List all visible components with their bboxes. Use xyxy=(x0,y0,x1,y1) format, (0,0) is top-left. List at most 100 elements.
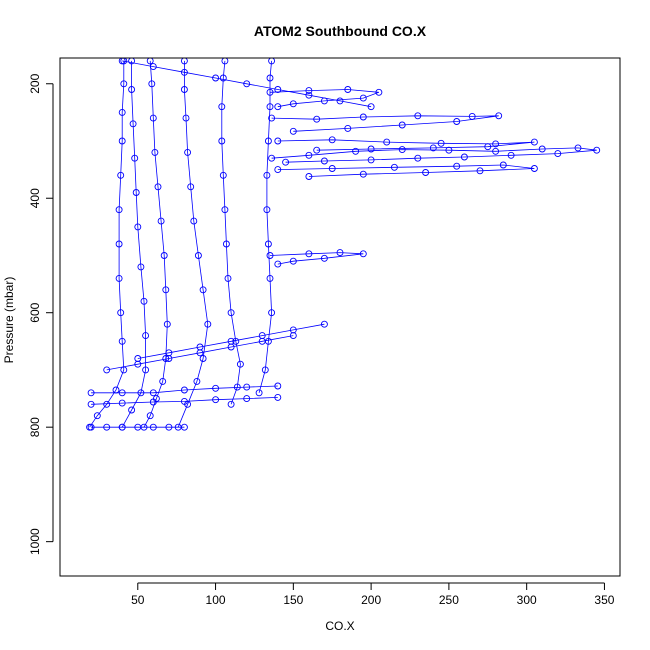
data-point xyxy=(132,189,140,196)
data-point xyxy=(453,118,461,125)
data-point xyxy=(268,154,276,162)
plot-frame xyxy=(59,57,621,577)
data-point xyxy=(264,137,272,145)
data-point xyxy=(453,162,461,170)
y-tick-label: 400 xyxy=(28,188,42,208)
data-point xyxy=(103,400,111,408)
data-point xyxy=(159,377,167,385)
data-point xyxy=(149,63,157,71)
series-line xyxy=(89,60,125,428)
data-point xyxy=(268,114,276,122)
data-point xyxy=(190,217,198,225)
data-point xyxy=(495,112,503,120)
data-point xyxy=(414,154,422,162)
data-point xyxy=(227,343,235,351)
data-point xyxy=(530,138,538,146)
data-point xyxy=(146,412,154,420)
data-point xyxy=(367,156,375,164)
data-point xyxy=(196,349,204,357)
data-point xyxy=(227,400,235,408)
data-point xyxy=(554,150,562,158)
data-point xyxy=(134,360,142,368)
data-point xyxy=(274,137,282,145)
data-point xyxy=(118,137,126,145)
data-point xyxy=(149,423,157,431)
data-point xyxy=(305,250,313,258)
data-point xyxy=(87,389,95,397)
data-point xyxy=(429,144,437,152)
data-point xyxy=(212,384,220,392)
series-line xyxy=(277,164,535,177)
data-point xyxy=(154,183,162,191)
y-tick-label: 600 xyxy=(28,302,42,322)
data-point xyxy=(289,257,297,265)
data-point xyxy=(180,86,188,93)
data-point xyxy=(390,163,398,171)
data-point xyxy=(118,389,126,397)
data-point xyxy=(289,332,297,340)
data-point xyxy=(180,397,188,405)
data-point xyxy=(120,80,128,88)
data-point xyxy=(194,252,202,259)
data-point xyxy=(484,143,492,151)
data-point xyxy=(219,171,227,179)
y-axis: 200 400 600 800 1000 xyxy=(28,73,54,555)
data-point xyxy=(212,396,220,404)
data-point xyxy=(162,286,170,294)
data-point xyxy=(289,100,297,108)
data-point xyxy=(243,80,251,88)
data-point xyxy=(218,137,226,145)
data-point xyxy=(128,86,136,93)
data-point xyxy=(274,166,282,174)
data-point xyxy=(261,366,269,374)
data-point xyxy=(118,108,126,116)
data-point xyxy=(383,138,391,146)
data-point xyxy=(149,398,157,406)
series-line xyxy=(221,60,241,405)
data-point xyxy=(219,74,227,82)
data-point xyxy=(398,121,406,129)
data-point xyxy=(236,360,244,368)
data-point xyxy=(268,309,276,317)
data-point xyxy=(266,88,274,96)
data-point xyxy=(422,169,430,176)
data-point xyxy=(131,154,139,162)
data-point xyxy=(305,91,313,99)
series-14 xyxy=(87,423,188,431)
data-point xyxy=(243,383,251,391)
series-line xyxy=(137,323,325,359)
x-tick-label: 350 xyxy=(594,593,614,607)
data-point xyxy=(243,395,251,403)
data-point xyxy=(492,147,500,155)
data-point xyxy=(117,171,125,179)
x-tick-label: 300 xyxy=(517,593,537,607)
data-point xyxy=(187,183,195,191)
data-point xyxy=(142,332,150,340)
data-point xyxy=(93,412,101,420)
x-tick-label: 100 xyxy=(206,593,226,607)
series-9 xyxy=(274,161,538,180)
series-7 xyxy=(268,112,503,135)
data-point xyxy=(414,112,422,120)
data-point xyxy=(476,167,484,175)
data-point xyxy=(305,151,313,159)
data-point xyxy=(227,309,235,317)
series-11 xyxy=(266,249,367,268)
series-8 xyxy=(274,136,538,154)
data-point xyxy=(184,148,192,156)
x-tick-label: 200 xyxy=(361,593,381,607)
data-point xyxy=(530,165,538,172)
data-point xyxy=(574,144,582,152)
data-point xyxy=(460,153,468,161)
series-line xyxy=(271,147,597,163)
data-point xyxy=(282,158,290,166)
series-5 xyxy=(255,57,276,397)
data-point xyxy=(359,170,367,178)
data-point xyxy=(593,146,601,154)
data-point xyxy=(193,377,201,385)
data-point xyxy=(274,393,282,401)
data-point xyxy=(320,157,328,165)
x-axis-label: CO.X xyxy=(325,619,354,633)
data-point xyxy=(142,366,150,374)
data-point xyxy=(305,87,313,95)
